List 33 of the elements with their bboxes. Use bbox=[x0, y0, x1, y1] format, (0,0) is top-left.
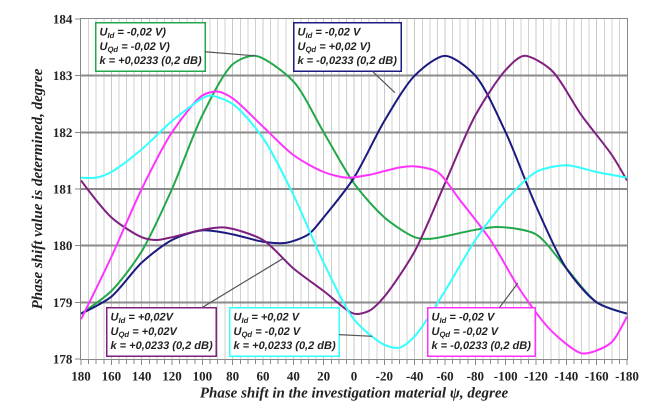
y-tick-label: 181 bbox=[52, 182, 72, 197]
x-tick-label: 60 bbox=[256, 368, 270, 384]
annotation: U$_{Id}$ = -0,02 V U$_{Qd}$ = -0,02 V k = -0,0233 (0,2 dB) bbox=[432, 312, 532, 352]
x-tick-label: -20 bbox=[376, 368, 393, 384]
x-tick-label: 120 bbox=[162, 368, 182, 384]
x-tick-label: -140 bbox=[554, 368, 578, 384]
annotation: U$_{Id}$ = +0,02 V U$_{Qd}$ = -0,02 V k = +0,0233 (0,2 dB) bbox=[234, 312, 336, 352]
x-tick-label: 140 bbox=[132, 368, 152, 384]
x-tick-label: -120 bbox=[524, 368, 548, 384]
x-tick-label: 180 bbox=[71, 368, 91, 384]
x-tick-label: -40 bbox=[406, 368, 424, 384]
x-tick-label: 20 bbox=[317, 368, 330, 384]
x-tick-label: 100 bbox=[192, 368, 212, 384]
x-tick-label: 160 bbox=[102, 368, 122, 384]
x-tick-label: 40 bbox=[286, 368, 300, 384]
x-tick-label: -100 bbox=[494, 368, 518, 384]
y-tick-label: 184 bbox=[52, 12, 73, 27]
y-axis-title: Phase shift value is determined, degree bbox=[30, 68, 46, 310]
x-axis-title: Phase shift in the investigation material ψ, degree bbox=[200, 386, 509, 402]
y-tick-label: 183 bbox=[52, 68, 73, 84]
x-tick-label: -180 bbox=[615, 368, 639, 384]
x-tick-label: 0 bbox=[350, 368, 358, 384]
y-tick-label: 180 bbox=[52, 238, 72, 254]
annotation: U$_{Id}$ = -0,02 V U$_{Qd}$ = +0,02 V) k = -0,0233 (0,2 dB) bbox=[298, 26, 398, 68]
annotation: U$_{Id}$ = -0,02 V) U$_{Qd}$ = -0,02 V) k = +0,0233 (0,2 dB) bbox=[100, 26, 202, 68]
x-tick-label: -60 bbox=[436, 368, 454, 384]
x-tick-label: -160 bbox=[584, 368, 609, 384]
x-tick-label: 80 bbox=[226, 368, 240, 384]
y-tick-label: 179 bbox=[52, 294, 73, 310]
y-tick-label: 178 bbox=[52, 352, 73, 367]
y-tick-label: 182 bbox=[52, 124, 72, 140]
annotation: U$_{Id}$ = +0,02V U$_{Qd}$ = +0,02V k = +0,0233 (0,2 dB) bbox=[110, 312, 213, 352]
x-tick-label: -80 bbox=[466, 368, 484, 384]
